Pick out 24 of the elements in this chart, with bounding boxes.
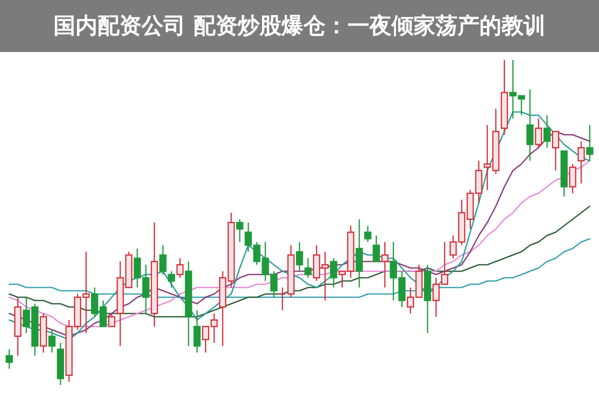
- candlestick: [526, 88, 534, 162]
- candlestick: [159, 244, 167, 276]
- candlestick: [364, 225, 372, 243]
- candlestick: [278, 286, 286, 311]
- candlestick: [296, 241, 304, 272]
- candlestick: [569, 163, 576, 194]
- candlestick: [6, 348, 13, 370]
- chart-title: 国内配资公司 配资炒股爆仓：一夜倾家荡产的教训: [0, 0, 599, 52]
- candlestick: [381, 241, 388, 288]
- candlestick: [578, 140, 585, 184]
- candlestick: [193, 310, 201, 354]
- candlestick: [304, 258, 312, 278]
- candlestick: [586, 124, 594, 162]
- candlestick: [534, 118, 542, 148]
- candlestick: [372, 234, 380, 262]
- candlestick: [168, 270, 176, 288]
- candlestick: [552, 130, 560, 172]
- candlestick: [48, 329, 56, 354]
- candlestick: [356, 218, 363, 288]
- candlestick: [108, 312, 116, 328]
- candlestick: [330, 258, 338, 288]
- candlestick: [236, 218, 244, 243]
- candlestick: [543, 114, 551, 148]
- candlestick: [176, 258, 184, 278]
